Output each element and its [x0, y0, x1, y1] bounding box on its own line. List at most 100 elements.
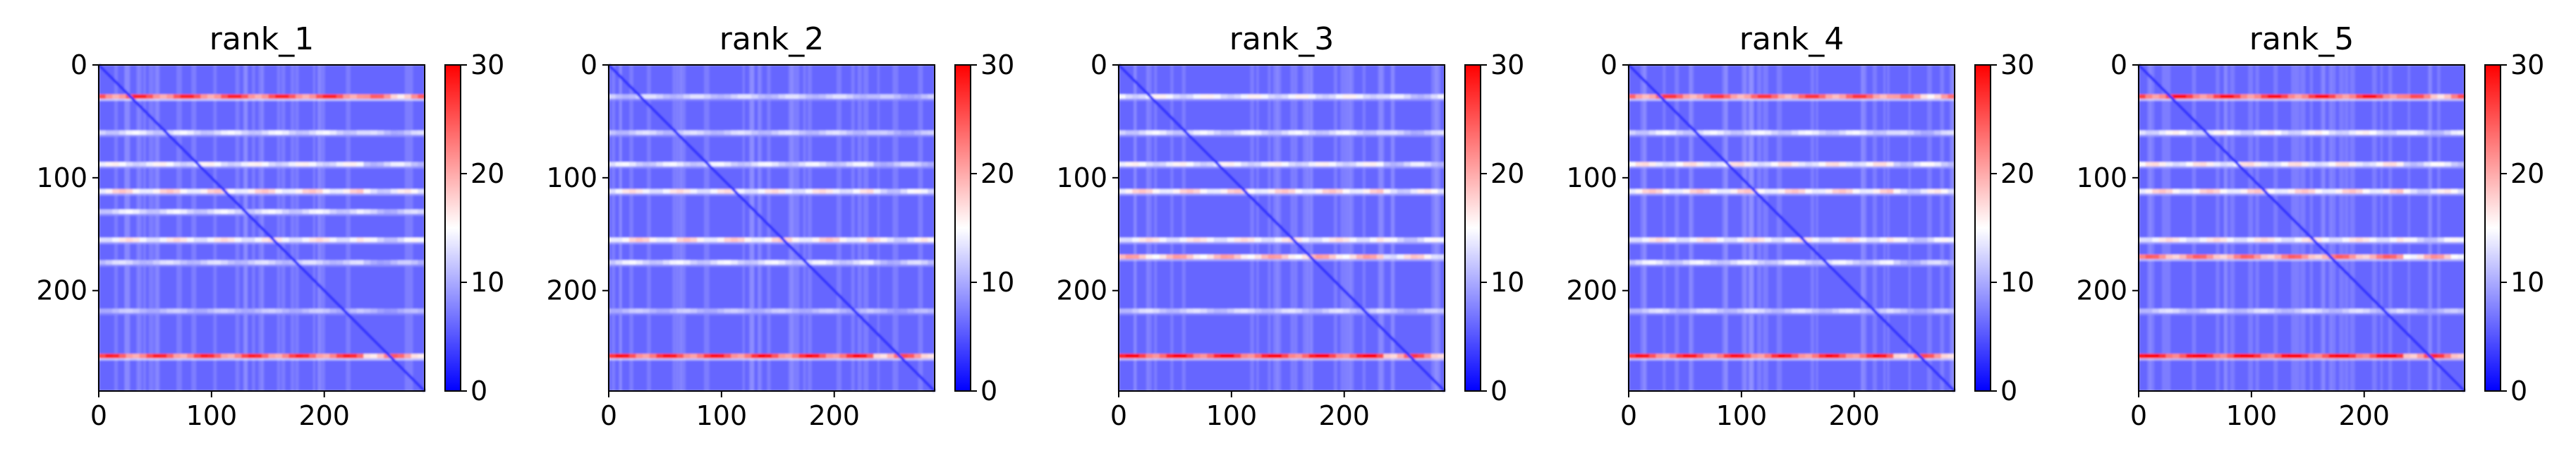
heatmap-stripe-cell	[275, 260, 283, 265]
heatmap-stripe-cell	[2335, 162, 2343, 167]
heatmap-stripe-cell	[1785, 308, 1792, 313]
heatmap-stripe-cell	[615, 237, 623, 242]
heatmap-stripe-cell	[180, 130, 188, 136]
heatmap-stripe-cell	[1663, 94, 1670, 99]
y-tick-label: 200	[1056, 275, 1107, 306]
heatmap-stripe-cell	[737, 94, 745, 99]
heatmap-stripe-cell	[214, 354, 221, 359]
heatmap-stripe-cell	[377, 130, 384, 136]
heatmap-stripe-cell	[418, 162, 425, 167]
heatmap-stripe-cell	[309, 130, 317, 136]
heatmap-stripe-cell	[2295, 354, 2302, 359]
heatmap-stripe-cell	[1832, 130, 1840, 136]
heatmap-stripe-cell	[227, 260, 235, 265]
heatmap-stripe-cell	[1764, 130, 1772, 136]
heatmap-diagonal	[1627, 64, 1956, 392]
heatmap-stripe-cell	[363, 162, 371, 167]
heatmap-stripe-cell	[1179, 254, 1187, 259]
heatmap-column-texture	[1134, 65, 1137, 391]
heatmap-stripe-cell	[255, 237, 262, 242]
heatmap-stripe-cell	[656, 354, 664, 359]
heatmap-stripe-cell	[1846, 130, 1854, 136]
heatmap-stripe-cell	[1723, 94, 1731, 99]
heatmap-stripe-cell	[2199, 188, 2207, 194]
heatmap-stripe-cell	[418, 308, 425, 313]
heatmap-stripe-cell	[2295, 254, 2302, 259]
heatmap-stripe-cell	[1132, 354, 1140, 359]
heatmap-stripe-cell	[2274, 254, 2282, 259]
heatmap-stripe-cell	[2396, 308, 2404, 313]
heatmap-column-texture	[320, 65, 325, 391]
heatmap-stripe-cell	[180, 260, 188, 265]
heatmap-stripe-cell	[1751, 130, 1758, 136]
heatmap-stripe-cell	[411, 308, 418, 313]
heatmap-stripe-cell	[731, 237, 739, 242]
heatmap-stripe-cell	[1696, 260, 1704, 265]
heatmap-stripe-cell	[193, 188, 201, 194]
heatmap-stripe-cell	[418, 94, 425, 99]
heatmap-column-texture	[114, 65, 119, 391]
heatmap-stripe-cell	[1655, 308, 1663, 313]
heatmap-stripe-cell	[1663, 354, 1670, 359]
heatmap-stripe-cell	[2247, 94, 2255, 99]
heatmap-stripe-cell	[928, 237, 935, 242]
heatmap-stripe-cell	[200, 237, 208, 242]
heatmap-stripe-cell	[676, 162, 684, 167]
heatmap-stripe-cell	[717, 260, 725, 265]
heatmap-stripe-cell	[812, 354, 820, 359]
heatmap-stripe-cell	[1241, 308, 1248, 313]
heatmap-stripe-cell	[384, 354, 391, 359]
heatmap-stripe-cell	[139, 354, 147, 359]
heatmap-stripe-cell	[1247, 130, 1255, 136]
heatmap-stripe-cell	[173, 130, 181, 136]
colorbar-tick-label: 0	[980, 375, 997, 407]
heatmap-stripe-cell	[1751, 354, 1758, 359]
heatmap-stripe-cell	[2152, 94, 2160, 99]
heatmap-stripe-cell	[1717, 308, 1725, 313]
heatmap-stripe-cell	[1907, 130, 1914, 136]
heatmap-stripe-cell	[866, 354, 874, 359]
heatmap-stripe-cell	[1757, 308, 1765, 313]
heatmap-stripe-cell	[2213, 254, 2220, 259]
heatmap-stripe-cell	[329, 94, 337, 99]
heatmap-stripe-cell	[2227, 254, 2235, 259]
heatmap-stripe-cell	[133, 260, 140, 265]
heatmap-stripe-cell	[1316, 94, 1323, 99]
heatmap-stripe-cell	[866, 94, 874, 99]
heatmap-stripe-cell	[2369, 237, 2377, 242]
heatmap-stripe-cell	[1227, 254, 1235, 259]
heatmap-stripe-cell	[1275, 237, 1282, 242]
heatmap-stripe-cell	[2288, 94, 2295, 99]
heatmap-column-texture	[1816, 65, 1818, 391]
heatmap-stripe-cell	[1744, 237, 1751, 242]
heatmap-stripe-cell	[785, 354, 793, 359]
heatmap-stripe-cell	[1635, 308, 1643, 313]
heatmap-stripe-cell	[180, 237, 188, 242]
heatmap-stripe-cell	[288, 260, 296, 265]
heatmap-stripe-cell	[643, 237, 650, 242]
heatmap-stripe-halo	[1119, 135, 1445, 138]
heatmap-stripe-cell	[1349, 94, 1357, 99]
heatmap-stripe-cell	[336, 237, 344, 242]
heatmap-stripe-cell	[2403, 130, 2411, 136]
heatmap-stripe-cell	[1390, 254, 1398, 259]
heatmap-stripe-cell	[873, 188, 881, 194]
heatmap-stripe-cell	[1301, 188, 1309, 194]
heatmap-stripe-cell	[309, 209, 317, 215]
heatmap-column-texture	[136, 65, 140, 391]
colorbar-tick-label: 30	[2510, 49, 2544, 80]
heatmap-stripe-cell	[255, 354, 262, 359]
heatmap-stripe-cell	[2410, 354, 2418, 359]
heatmap-stripe-cell	[1948, 308, 1955, 313]
heatmap-stripe-cell	[1173, 188, 1181, 194]
x-tick-label: 100	[2226, 400, 2278, 431]
heatmap-stripe-cell	[221, 260, 229, 265]
heatmap-stripe-cell	[159, 130, 167, 136]
heatmap-stripe-cell	[2220, 94, 2228, 99]
heatmap-stripe-cell	[2457, 254, 2465, 259]
heatmap-stripe-cell	[322, 162, 330, 167]
heatmap-stripe-cell	[1737, 354, 1745, 359]
heatmap-stripe-cell	[887, 130, 894, 136]
heatmap-stripe-cell	[2444, 308, 2452, 313]
